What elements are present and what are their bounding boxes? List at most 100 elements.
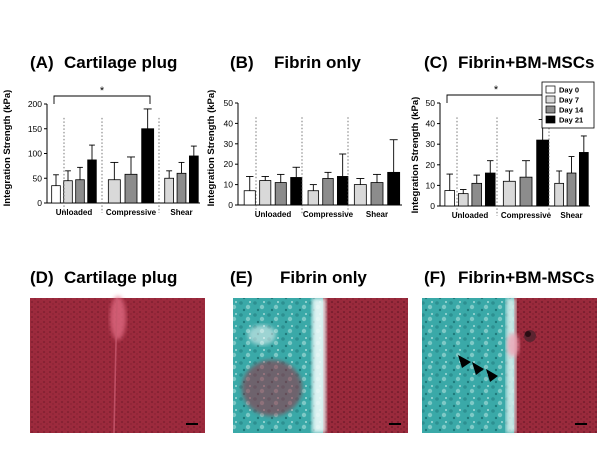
legend-label: Day 0 xyxy=(559,86,579,95)
y-tick-label: 30 xyxy=(224,139,234,149)
panel-e: (E) Fibrin only xyxy=(230,268,408,433)
panel-f: (F) Fibrin+BM-MSCs xyxy=(422,268,597,433)
panel-b-title: Fibrin only xyxy=(274,53,361,72)
y-tick-label: 10 xyxy=(426,180,436,190)
x-group-label: Unloaded xyxy=(255,210,292,219)
bar-day-14 xyxy=(75,179,85,204)
bar-day-21 xyxy=(578,152,589,207)
y-tick-label: 50 xyxy=(33,173,43,183)
panel-f-title: Fibrin+BM-MSCs xyxy=(458,268,594,287)
bar-day-14 xyxy=(519,176,533,207)
panel-f-letter: (F) xyxy=(424,268,446,287)
bar-day-14 xyxy=(370,182,384,206)
y-tick-label: 20 xyxy=(224,159,234,169)
bar-day-7 xyxy=(457,193,469,207)
y-tick-label: 0 xyxy=(430,201,435,211)
x-group-label: Compressive xyxy=(106,208,157,217)
significance-bracket xyxy=(446,94,546,103)
panel-b-y-axis-label: Integration Strength (kPa) xyxy=(206,90,217,207)
significance-bracket xyxy=(53,95,151,104)
legend-swatch xyxy=(545,115,556,124)
y-tick-label: 50 xyxy=(426,98,436,108)
bar-day-14 xyxy=(124,173,138,204)
panel-d-letter: (D) xyxy=(30,268,54,287)
bar-day-14 xyxy=(176,172,187,204)
panel-b: (B) Fibrin only Integration Strength (kP… xyxy=(206,53,402,219)
panel-c-y-axis-label: Integration Strength (kPa) xyxy=(410,97,421,214)
x-group-label: Compressive xyxy=(303,210,354,219)
panel-b-chart: 0 10 20 30 40 50 Unloaded Compressive Shear xyxy=(224,98,402,219)
y-tick-label: 0 xyxy=(37,198,42,208)
panel-a-y-axis-label: Integration Strength (kPa) xyxy=(2,90,13,207)
bar-day-21 xyxy=(188,155,199,204)
bar-day-14 xyxy=(322,178,334,206)
bar-day-21 xyxy=(87,159,97,204)
bar-day-21 xyxy=(336,176,349,206)
legend-label: Day 14 xyxy=(559,106,584,115)
bar-day-21 xyxy=(387,171,401,206)
bar-day-7 xyxy=(307,190,320,206)
x-group-label: Shear xyxy=(170,208,192,217)
x-group-label: Unloaded xyxy=(56,208,93,217)
panel-a-chart: 0 50 100 150 200 Unloaded Compressive Shear * xyxy=(28,85,200,217)
panel-c-letter: (C) xyxy=(424,53,448,72)
panel-e-title: Fibrin only xyxy=(280,268,367,287)
bar-day-7 xyxy=(259,180,272,206)
panel-e-micrograph xyxy=(233,298,408,433)
bar-day-7 xyxy=(554,182,565,207)
y-tick-label: 100 xyxy=(28,149,42,159)
bar-day-21 xyxy=(536,139,550,207)
legend-label: Day 21 xyxy=(559,116,583,125)
bar-day-21 xyxy=(141,128,155,204)
panel-d-title: Cartilage plug xyxy=(64,268,177,287)
y-tick-label: 50 xyxy=(224,98,234,108)
panel-c-title: Fibrin+BM-MSCs xyxy=(458,53,594,72)
bar-day-21 xyxy=(290,177,303,206)
x-group-label: Shear xyxy=(366,210,388,219)
arrowheads xyxy=(458,355,498,382)
x-group-label: Shear xyxy=(560,211,582,220)
y-tick-label: 20 xyxy=(426,160,436,170)
y-tick-label: 10 xyxy=(224,180,234,190)
scale-bar xyxy=(575,423,587,425)
scale-bar xyxy=(389,423,401,425)
panel-b-letter: (B) xyxy=(230,53,254,72)
panel-a-title: Cartilage plug xyxy=(64,53,177,72)
bar-day-14 xyxy=(566,172,577,207)
panel-a-letter: (A) xyxy=(30,53,54,72)
panel-a: (A) Cartilage plug Integration Strength … xyxy=(2,53,200,217)
panel-d-micrograph xyxy=(30,296,205,434)
legend-swatch xyxy=(545,95,556,104)
panel-f-micrograph xyxy=(422,298,597,433)
y-tick-label: 200 xyxy=(28,99,42,109)
bar-day-14 xyxy=(274,182,287,206)
panel-c-chart: 0 10 20 30 40 50 Unloaded Compressive Shear * xyxy=(426,84,590,220)
bar-day-7 xyxy=(353,184,367,206)
bar-day-7 xyxy=(502,180,516,207)
bar-day-7 xyxy=(107,179,121,204)
panel-e-letter: (E) xyxy=(230,268,253,287)
panel-d: (D) Cartilage plug xyxy=(30,268,205,434)
legend-swatch xyxy=(545,105,556,114)
bar-day-7 xyxy=(63,180,73,204)
bar-day-0 xyxy=(51,185,61,204)
legend-swatch xyxy=(545,85,556,94)
bar-day-0 xyxy=(243,190,256,206)
y-tick-label: 0 xyxy=(228,200,233,210)
bar-day-7 xyxy=(164,177,175,204)
bar-day-0 xyxy=(444,190,456,207)
x-group-label: Unloaded xyxy=(452,211,489,220)
x-group-label: Compressive xyxy=(501,211,552,220)
significance-star: * xyxy=(100,85,105,97)
bar-day-21 xyxy=(484,172,496,207)
y-tick-label: 40 xyxy=(426,119,436,129)
legend-label: Day 7 xyxy=(559,96,579,105)
y-tick-label: 30 xyxy=(426,139,436,149)
bar-day-14 xyxy=(471,182,483,207)
y-tick-label: 40 xyxy=(224,118,234,128)
y-tick-label: 150 xyxy=(28,124,42,134)
scale-bar xyxy=(186,423,198,425)
panel-c: (C) Fibrin+BM-MSCs Integration Strength … xyxy=(410,53,594,220)
